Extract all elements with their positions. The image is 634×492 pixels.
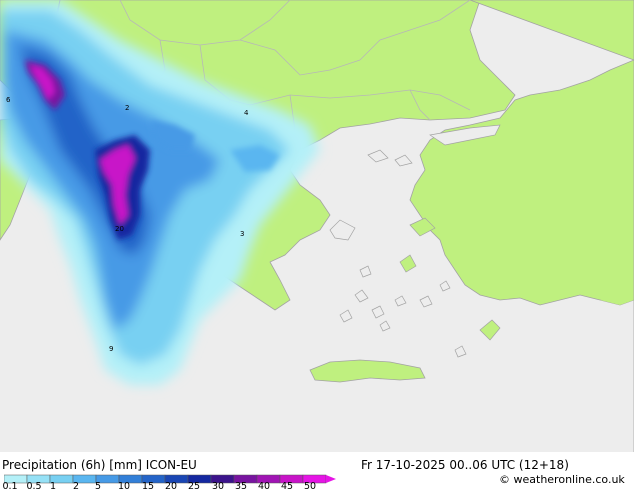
aegean-islands xyxy=(329,149,467,358)
map-label-9: 9 xyxy=(109,345,113,353)
land-crete xyxy=(309,359,426,383)
legend-tick: 5 xyxy=(94,481,102,492)
footer: Precipitation (6h) [mm] ICON-EU Fr 17-10… xyxy=(0,452,634,490)
land-lesbos xyxy=(409,217,436,237)
legend-tick: 25 xyxy=(187,481,201,492)
value-labels: 6 2 4 20 3 9 xyxy=(6,96,249,353)
legend-colorbar xyxy=(4,474,336,484)
map-label-2: 2 xyxy=(125,104,129,112)
map-title: Precipitation (6h) [mm] ICON-EU xyxy=(2,458,197,472)
map-label-20: 20 xyxy=(115,225,124,233)
sea-marmara xyxy=(429,124,501,146)
precipitation-map: 6 2 4 20 3 9 xyxy=(0,0,634,452)
legend-tick: 2 xyxy=(72,481,80,492)
map-label-4: 4 xyxy=(244,109,249,117)
copyright[interactable]: © weatheronline.co.uk xyxy=(499,473,625,486)
legend-tick: 10 xyxy=(117,481,131,492)
map-label-6: 6 xyxy=(6,96,11,104)
legend-tick: 30 xyxy=(211,481,225,492)
legend-tick: 0.5 xyxy=(26,481,42,492)
legend-tick: 0.1 xyxy=(2,481,18,492)
legend-tick: 20 xyxy=(164,481,178,492)
legend-tick: 50 xyxy=(303,481,317,492)
legend-overflow-arrow xyxy=(326,475,336,483)
legend-tick: 45 xyxy=(280,481,294,492)
precipitation-field xyxy=(0,0,320,385)
legend-tick: 40 xyxy=(257,481,271,492)
legend-ticks: 0.1 0.5 1 2 5 10 15 20 25 30 35 40 45 50 xyxy=(0,481,634,492)
valid-datetime: Fr 17-10-2025 00..06 UTC (12+18) xyxy=(361,458,569,472)
land-chios xyxy=(399,254,417,273)
map-canvas: 6 2 4 20 3 9 xyxy=(0,0,634,452)
legend-tick: 15 xyxy=(141,481,155,492)
land-rhodes xyxy=(479,319,501,341)
map-label-3: 3 xyxy=(240,230,244,238)
legend-tick: 1 xyxy=(49,481,57,492)
legend-tick: 35 xyxy=(234,481,248,492)
